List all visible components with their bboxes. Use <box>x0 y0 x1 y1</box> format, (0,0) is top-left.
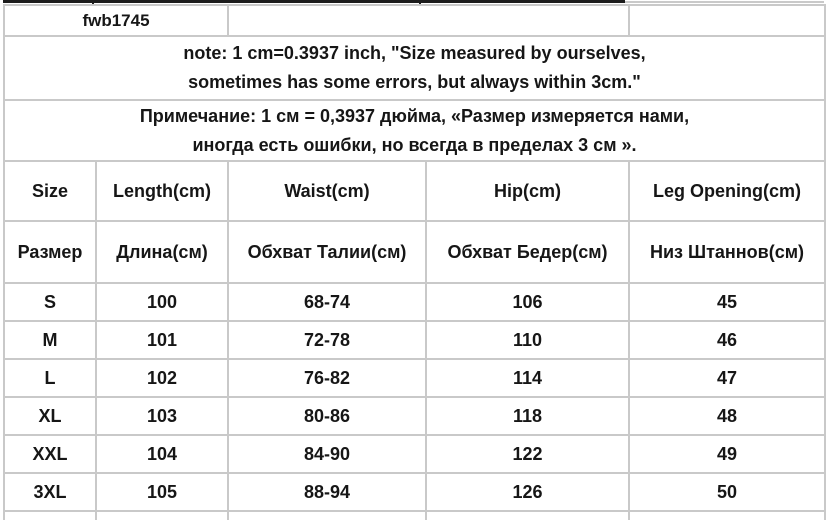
waist-cell: 84-90 <box>227 434 427 474</box>
waist-cell: 68-74 <box>227 282 427 322</box>
length-cell: 101 <box>95 320 229 360</box>
column-header-waist: Waist(cm) <box>227 160 427 222</box>
table-row-l: L 102 76-82 114 47 <box>3 358 826 398</box>
hip-cell: 114 <box>425 358 630 398</box>
length-cell: 103 <box>95 396 229 436</box>
hip-cell: 126 <box>425 472 630 512</box>
size-chart-table: fwb1745 note: 1 cm=0.3937 inch, "Size me… <box>3 4 826 520</box>
table-row-xl: XL 103 80-86 118 48 <box>3 396 826 436</box>
empty-cell <box>425 510 630 520</box>
cropped-bottom-row <box>3 510 826 520</box>
product-code-cell: fwb1745 <box>3 4 229 37</box>
size-cell: XL <box>3 396 97 436</box>
column-header-hip: Hip(cm) <box>425 160 630 222</box>
note-russian-row: Примечание: 1 см = 0,3937 дюйма, «Размер… <box>3 99 826 162</box>
length-cell: 105 <box>95 472 229 512</box>
length-cell: 104 <box>95 434 229 474</box>
size-cell: 3XL <box>3 472 97 512</box>
size-cell: L <box>3 358 97 398</box>
cropped-row-column-tick <box>92 0 94 5</box>
leg-opening-cell: 49 <box>628 434 826 474</box>
length-cell: 102 <box>95 358 229 398</box>
note-russian-line2: иногда есть ошибки, но всегда в пределах… <box>192 134 637 155</box>
note-english-row: note: 1 cm=0.3937 inch, "Size measured b… <box>3 35 826 101</box>
header-row-russian: Размер Длина(см) Обхват Талии(см) Обхват… <box>3 220 826 284</box>
size-cell: S <box>3 282 97 322</box>
length-cell: 100 <box>95 282 229 322</box>
empty-cell <box>628 4 826 37</box>
column-header-leg-opening: Leg Opening(cm) <box>628 160 826 222</box>
note-english-line1: note: 1 cm=0.3937 inch, "Size measured b… <box>183 43 646 63</box>
note-russian-cell: Примечание: 1 см = 0,3937 дюйма, «Размер… <box>3 99 826 162</box>
column-header-size-ru: Размер <box>3 220 97 284</box>
product-code-row: fwb1745 <box>3 4 826 37</box>
waist-cell: 76-82 <box>227 358 427 398</box>
table-row-m: M 101 72-78 110 46 <box>3 320 826 360</box>
hip-cell: 118 <box>425 396 630 436</box>
column-header-length-ru: Длина(см) <box>95 220 229 284</box>
empty-cell <box>628 510 826 520</box>
column-header-hip-ru: Обхват Бедер(см) <box>425 220 630 284</box>
cropped-row-bottom-border <box>3 0 625 3</box>
leg-opening-cell: 50 <box>628 472 826 512</box>
hip-cell: 122 <box>425 434 630 474</box>
column-header-waist-ru: Обхват Талии(см) <box>227 220 427 284</box>
leg-opening-cell: 47 <box>628 358 826 398</box>
table-row-3xl: 3XL 105 88-94 126 50 <box>3 472 826 512</box>
waist-cell: 80-86 <box>227 396 427 436</box>
table-row-s: S 100 68-74 106 45 <box>3 282 826 322</box>
empty-cell <box>227 510 427 520</box>
empty-cell <box>95 510 229 520</box>
column-header-size: Size <box>3 160 97 222</box>
hip-cell: 106 <box>425 282 630 322</box>
note-russian-line1: Примечание: 1 см = 0,3937 дюйма, «Размер… <box>139 105 690 126</box>
leg-opening-cell: 46 <box>628 320 826 360</box>
header-row-english: Size Length(cm) Waist(cm) Hip(cm) Leg Op… <box>3 160 826 222</box>
waist-cell: 88-94 <box>227 472 427 512</box>
waist-cell: 72-78 <box>227 320 427 360</box>
column-header-leg-opening-ru: Низ Штаннов(см) <box>628 220 826 284</box>
hip-cell: 110 <box>425 320 630 360</box>
leg-opening-cell: 48 <box>628 396 826 436</box>
note-english-line2: sometimes has some errors, but always wi… <box>188 72 641 92</box>
note-english-cell: note: 1 cm=0.3937 inch, "Size measured b… <box>3 35 826 101</box>
column-header-length: Length(cm) <box>95 160 229 222</box>
empty-cell <box>227 4 630 37</box>
size-cell: M <box>3 320 97 360</box>
empty-cell <box>3 510 97 520</box>
size-cell: XXL <box>3 434 97 474</box>
leg-opening-cell: 45 <box>628 282 826 322</box>
cropped-row-column-tick <box>419 0 421 5</box>
table-row-xxl: XXL 104 84-90 122 49 <box>3 434 826 474</box>
cropped-row-bottom-border-light <box>625 1 824 3</box>
